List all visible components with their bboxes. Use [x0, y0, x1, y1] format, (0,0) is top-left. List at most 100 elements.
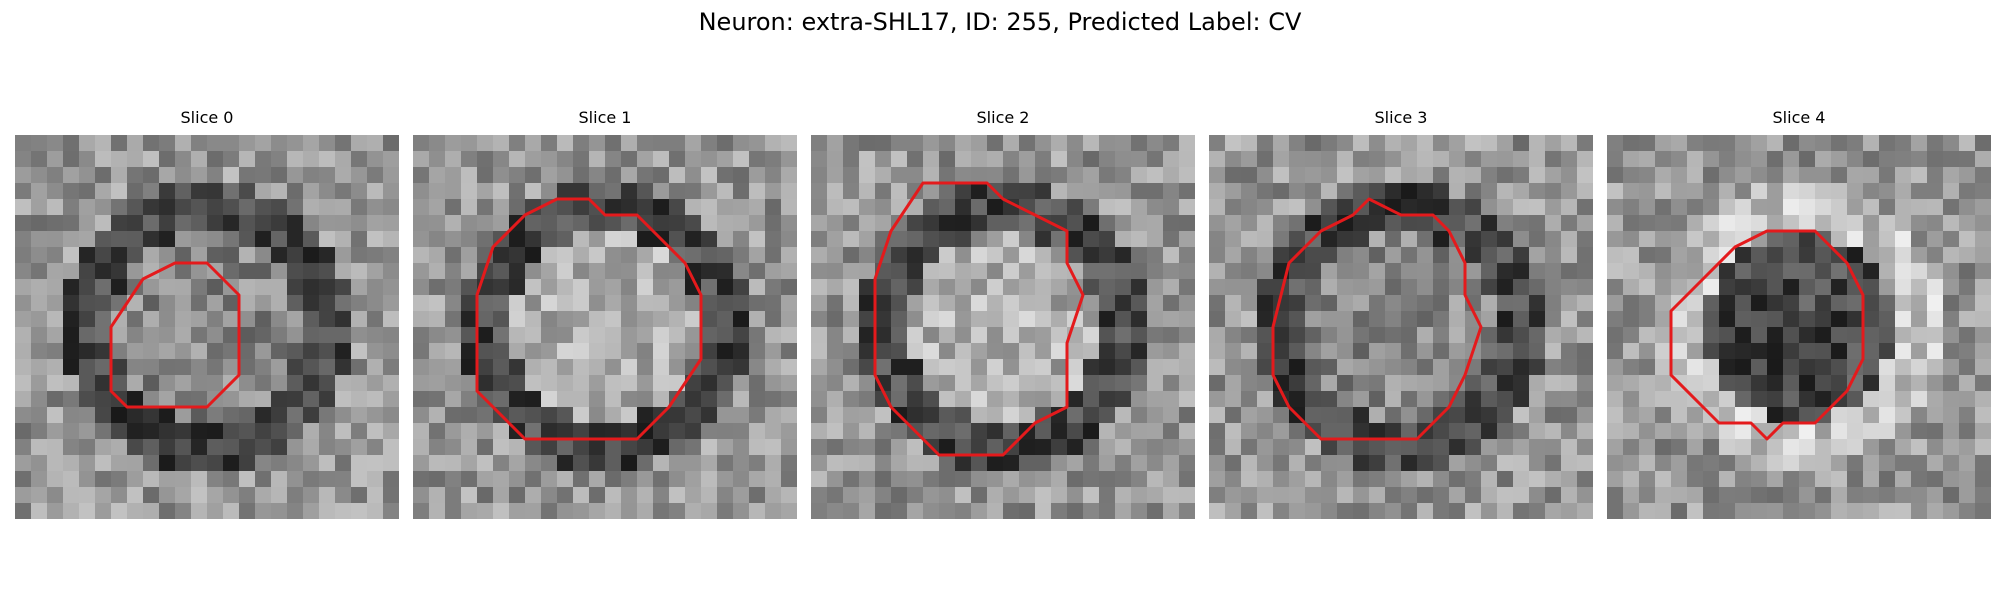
image-pixel	[1225, 407, 1242, 424]
image-pixel	[79, 215, 96, 232]
image-pixel	[589, 279, 606, 296]
image-pixel	[1465, 215, 1482, 232]
image-pixel	[1179, 487, 1195, 504]
image-pixel	[1735, 135, 1752, 152]
image-pixel	[859, 439, 876, 456]
image-pixel	[525, 327, 542, 344]
image-pixel	[843, 231, 860, 248]
image-pixel	[1099, 135, 1116, 152]
image-pixel	[1131, 151, 1148, 168]
image-pixel	[1147, 487, 1164, 504]
image-pixel	[621, 167, 638, 184]
image-pixel	[717, 455, 734, 472]
image-pixel	[1927, 439, 1944, 456]
image-pixel	[1147, 375, 1164, 392]
image-pixel	[367, 471, 384, 488]
image-pixel	[1099, 455, 1116, 472]
image-pixel	[1209, 311, 1226, 328]
image-pixel	[175, 471, 192, 488]
image-pixel	[1911, 375, 1928, 392]
image-pixel	[413, 455, 430, 472]
image-pixel	[207, 455, 224, 472]
image-pixel	[1831, 439, 1848, 456]
image-pixel	[621, 487, 638, 504]
image-pixel	[733, 151, 750, 168]
image-pixel	[15, 199, 32, 216]
image-pixel	[781, 183, 797, 200]
image-pixel	[1703, 375, 1720, 392]
image-pixel	[1529, 391, 1546, 408]
image-pixel	[1289, 231, 1306, 248]
image-pixel	[1163, 247, 1180, 264]
image-pixel	[1623, 375, 1640, 392]
image-pixel	[669, 311, 686, 328]
image-pixel	[1067, 487, 1084, 504]
image-pixel	[335, 487, 352, 504]
image-pixel	[525, 407, 542, 424]
image-pixel	[717, 231, 734, 248]
image-pixel	[859, 295, 876, 312]
image-pixel	[1719, 311, 1736, 328]
image-pixel	[1815, 503, 1832, 519]
image-pixel	[1639, 247, 1656, 264]
image-pixel	[1209, 199, 1226, 216]
image-pixel	[637, 199, 654, 216]
image-pixel	[1369, 375, 1386, 392]
image-pixel	[255, 439, 272, 456]
image-pixel	[1959, 167, 1976, 184]
image-pixel	[461, 439, 478, 456]
image-pixel	[1545, 295, 1562, 312]
image-pixel	[557, 455, 574, 472]
image-pixel	[461, 279, 478, 296]
image-pixel	[1895, 439, 1912, 456]
image-pixel	[255, 407, 272, 424]
image-pixel	[781, 199, 797, 216]
image-pixel	[685, 407, 702, 424]
image-pixel	[891, 487, 908, 504]
image-pixel	[1337, 263, 1354, 280]
image-pixel	[669, 231, 686, 248]
image-pixel	[1863, 247, 1880, 264]
image-pixel	[15, 263, 32, 280]
image-pixel	[1147, 471, 1164, 488]
image-pixel	[271, 199, 288, 216]
image-pixel	[1385, 327, 1402, 344]
image-pixel	[605, 423, 622, 440]
image-pixel	[1433, 247, 1450, 264]
image-pixel	[1703, 439, 1720, 456]
image-pixel	[1273, 503, 1290, 519]
image-pixel	[669, 375, 686, 392]
image-pixel	[287, 503, 304, 519]
image-pixel	[1353, 503, 1370, 519]
image-pixel	[1879, 135, 1896, 152]
image-pixel	[621, 423, 638, 440]
image-pixel	[239, 311, 256, 328]
image-pixel	[605, 327, 622, 344]
image-pixel	[15, 423, 32, 440]
image-pixel	[1337, 231, 1354, 248]
image-pixel	[461, 455, 478, 472]
image-pixel	[15, 135, 32, 152]
image-pixel	[429, 199, 446, 216]
image-pixel	[589, 343, 606, 360]
image-pixel	[335, 375, 352, 392]
image-pixel	[429, 359, 446, 376]
image-pixel	[1577, 359, 1593, 376]
image-pixel	[1687, 359, 1704, 376]
image-pixel	[15, 407, 32, 424]
image-pixel	[1147, 359, 1164, 376]
image-pixel	[95, 455, 112, 472]
image-pixel	[1927, 231, 1944, 248]
image-pixel	[1019, 279, 1036, 296]
image-pixel	[95, 215, 112, 232]
image-pixel	[1639, 487, 1656, 504]
image-pixel	[605, 503, 622, 519]
image-pixel	[589, 423, 606, 440]
image-pixel	[669, 439, 686, 456]
slice-image	[811, 135, 1195, 519]
image-pixel	[413, 343, 430, 360]
image-pixel	[1577, 295, 1593, 312]
image-pixel	[685, 199, 702, 216]
image-pixel	[1577, 183, 1593, 200]
image-pixel	[1561, 167, 1578, 184]
